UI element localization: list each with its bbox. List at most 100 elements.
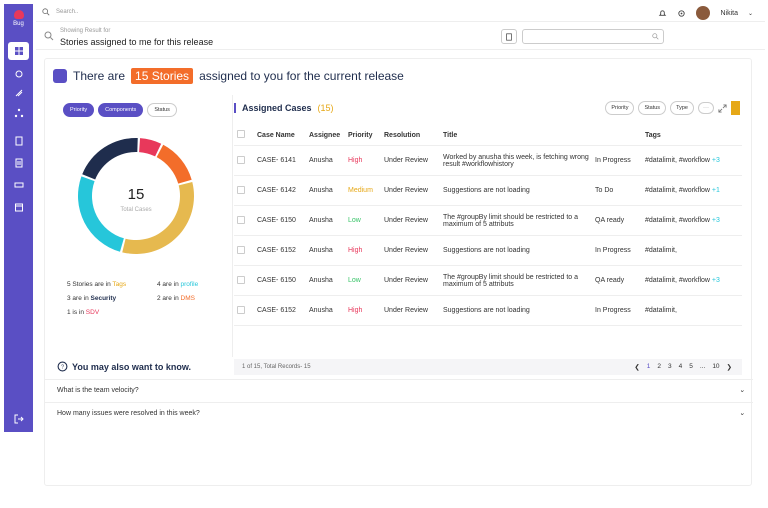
case-name[interactable]: CASE- 6152 — [254, 235, 306, 266]
page-2[interactable]: 2 — [657, 363, 662, 370]
stat-dms: 2 are in DMS — [157, 295, 237, 302]
page-4[interactable]: 4 — [678, 363, 683, 370]
table-row[interactable]: CASE- 6152 Anusha High Under Review Suggesti… — [234, 295, 742, 326]
donut-segment-tags[interactable] — [122, 181, 194, 255]
col-tags[interactable]: Tags — [642, 125, 742, 146]
col-resolution[interactable]: Resolution — [381, 125, 440, 146]
results-title: Stories assigned to me for this release — [60, 37, 214, 47]
case-name[interactable]: CASE- 6150 — [254, 265, 306, 296]
tags-text: #datalimit, — [645, 247, 677, 254]
sidebar-item-releases[interactable] — [8, 84, 29, 102]
page-10[interactable]: 10 — [712, 363, 720, 370]
records-summary: 1 of 15, Total Records- 15 — [242, 364, 311, 370]
case-name[interactable]: CASE- 6142 — [254, 175, 306, 206]
case-title: Suggestions are not loading — [440, 175, 592, 206]
page-3[interactable]: 3 — [668, 363, 672, 370]
row-checkbox[interactable] — [237, 305, 245, 314]
stat-text: 5 Stories are in — [67, 281, 111, 288]
sidebar-item-reports[interactable] — [8, 154, 29, 172]
results-bar: Showing Result for Stories assigned to m… — [36, 24, 765, 50]
avatar[interactable] — [696, 6, 711, 20]
donut-segment-dms[interactable] — [156, 144, 192, 184]
resolution: Under Review — [381, 235, 440, 266]
global-search[interactable]: Search.. — [42, 8, 78, 16]
filter-button[interactable] — [501, 29, 517, 44]
col-case-name[interactable]: Case Name — [254, 125, 306, 146]
col-title[interactable]: Title — [440, 125, 592, 146]
more-tags[interactable]: +3 — [711, 217, 720, 224]
table-row[interactable]: CASE- 6142 Anusha Medium Under Review Sugges… — [234, 175, 742, 206]
assignee: Anusha — [306, 295, 345, 326]
more-options-button[interactable]: ··· — [698, 102, 714, 114]
faq-item-velocity[interactable]: What is the team velocity? ⌄ — [45, 379, 753, 401]
flow-icon — [14, 108, 23, 118]
more-tags[interactable]: +3 — [711, 157, 720, 164]
sidebar-item-calendar[interactable] — [8, 198, 29, 216]
chevron-down-icon[interactable]: ⌄ — [747, 10, 753, 17]
col-priority[interactable]: Priority — [345, 125, 381, 146]
gear-icon[interactable] — [677, 9, 686, 18]
chip-components[interactable]: Components — [98, 103, 144, 117]
row-checkbox[interactable] — [237, 245, 245, 254]
donut-segment-profile[interactable] — [78, 176, 124, 252]
sidebar-item-workflow[interactable] — [8, 104, 29, 122]
expand-icon[interactable] — [718, 103, 727, 113]
col-assignee[interactable]: Assignee — [306, 125, 345, 146]
priority: Low — [345, 205, 381, 236]
row-checkbox[interactable] — [237, 185, 245, 194]
page-5[interactable]: 5 — [689, 363, 693, 370]
page-1[interactable]: 1 — [646, 363, 651, 370]
case-status: In Progress — [592, 145, 642, 176]
table-row[interactable]: CASE- 6150 Anusha Low Under Review The #grou… — [234, 265, 742, 296]
sidebar-item-dashboard[interactable] — [8, 42, 29, 60]
logout-button[interactable] — [8, 410, 29, 428]
results-subtitle: Showing Result for — [60, 28, 111, 34]
bell-icon[interactable] — [658, 9, 667, 18]
chevron-down-icon[interactable]: ⌄ — [739, 387, 745, 394]
sidebar-item-search[interactable] — [8, 132, 29, 150]
resolution: Under Review — [381, 145, 440, 176]
results-search-input[interactable] — [522, 29, 664, 44]
more-tags[interactable]: +1 — [711, 187, 720, 194]
row-checkbox[interactable] — [237, 215, 245, 224]
prev-page-icon[interactable]: ❮ — [634, 364, 640, 371]
table-row[interactable]: CASE- 6141 Anusha High Under Review Worked b… — [234, 145, 742, 176]
sidebar-item-tickets[interactable] — [8, 176, 29, 194]
tags-text: #datalimit, #workflow — [645, 187, 710, 194]
table-row[interactable]: CASE- 6152 Anusha High Under Review Suggesti… — [234, 235, 742, 266]
case-name[interactable]: CASE- 6152 — [254, 295, 306, 326]
global-search-input[interactable]: Search.. — [56, 9, 79, 15]
app-logo-text: Bug — [13, 21, 24, 27]
stat-text: 1 is in — [67, 309, 84, 316]
stat-category: profile — [180, 281, 199, 288]
stat-security: 3 are in Security — [67, 295, 157, 302]
case-name[interactable]: CASE- 6150 — [254, 205, 306, 236]
more-tags[interactable]: +3 — [711, 277, 720, 284]
row-checkbox[interactable] — [237, 275, 245, 284]
faq-item-resolved[interactable]: How many issues were resolved in this we… — [45, 402, 753, 424]
chevron-down-icon[interactable]: ⌄ — [739, 410, 745, 417]
filter-priority-button[interactable]: Priority — [605, 101, 635, 115]
chip-status[interactable]: Status — [147, 103, 177, 117]
user-name[interactable]: Nikita — [720, 9, 738, 17]
sidebar-item-bugs[interactable] — [8, 64, 29, 82]
donut-segment-sdv[interactable] — [139, 138, 162, 157]
table-actions: Priority Status Type ··· — [605, 101, 740, 115]
tags-text: #datalimit, #workflow — [645, 277, 710, 284]
case-title: The #groupBy limit should be restricted … — [440, 205, 592, 236]
app-logo[interactable]: Bug — [4, 10, 33, 27]
filter-type-button[interactable]: Type — [670, 101, 694, 115]
row-checkbox[interactable] — [237, 155, 245, 164]
select-all-checkbox[interactable] — [237, 130, 245, 138]
table-row[interactable]: CASE- 6150 Anusha Low Under Review The #grou… — [234, 205, 742, 236]
next-page-icon[interactable]: ❯ — [726, 364, 732, 371]
chip-priority[interactable]: Priority — [63, 103, 95, 117]
col-status — [592, 125, 642, 146]
bookmark-icon[interactable] — [731, 101, 740, 115]
filter-status-button[interactable]: Status — [638, 101, 667, 115]
logout-icon — [14, 414, 24, 424]
case-name[interactable]: CASE- 6141 — [254, 145, 306, 176]
case-status: To Do — [592, 175, 642, 206]
tags-text: #datalimit, #workflow — [645, 157, 710, 164]
donut-segment-security[interactable] — [82, 138, 138, 180]
